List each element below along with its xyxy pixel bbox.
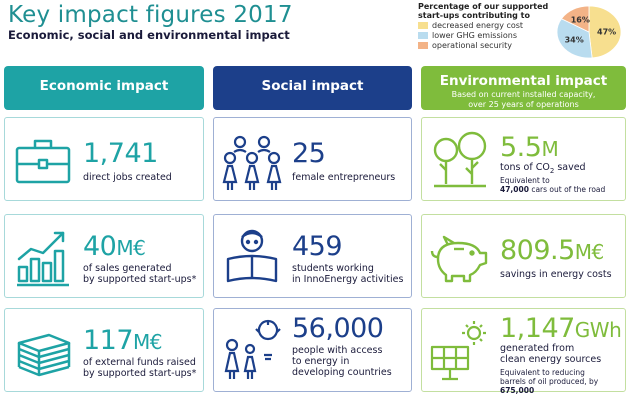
legend-swatch [418, 22, 428, 29]
economic-impact-header: Economic impact [4, 66, 204, 110]
sales-value: 40M€ [83, 231, 146, 262]
environmental-impact-title: Environmental impact [439, 73, 608, 89]
legend-item: operational security [418, 41, 558, 50]
energy-access-description-line3: developing countries [292, 367, 392, 378]
students-description-line2: in InnoEnergy activities [292, 274, 404, 285]
funds-description-line1: of external funds raised [83, 357, 196, 368]
women-group-icon [222, 135, 282, 190]
environmental-impact-header: Environmental impact Based on current in… [421, 66, 626, 110]
clean-energy-note-line1: Equivalent to reducing [500, 368, 585, 377]
students-value: 459 [292, 231, 343, 262]
clean-energy-description-line2: clean energy sources [500, 354, 602, 365]
pie-chart: 47% 34% 16% [556, 5, 622, 59]
clean-energy-card: 1,147GWh generated from clean energy sou… [421, 308, 626, 395]
funds-value: 117M€ [83, 325, 163, 356]
legend-title-line1: Percentage of our supported [418, 2, 549, 11]
sales-description-line2: by supported start-ups* [83, 274, 197, 285]
pie-slice [556, 18, 593, 59]
piggy-bank-icon [430, 235, 488, 283]
savings-value: 809.5M€ [500, 235, 604, 266]
funds-description-line2: by supported start-ups* [83, 368, 197, 379]
legend-title-line2: start-ups contributing to [418, 11, 531, 20]
economic-impact-title: Economic impact [39, 78, 169, 94]
money-stack-icon [17, 333, 71, 377]
clean-energy-value: 1,147GWh [500, 313, 622, 344]
legend-label: operational security [432, 41, 513, 50]
funds-card: 117M€ of external funds raised by suppor… [4, 308, 204, 392]
jobs-description: direct jobs created [83, 172, 172, 183]
energy-access-description-line2: to energy in [292, 356, 350, 367]
jobs-card: 1,741 direct jobs created [4, 117, 204, 201]
legend-label: decreased energy cost [432, 21, 524, 30]
legend-swatch [418, 42, 428, 49]
legend-label: lower GHG emissions [432, 31, 517, 40]
entrepreneurs-value: 25 [292, 138, 326, 169]
entrepreneurs-description: female entrepreneurs [292, 172, 396, 183]
clean-energy-description-line1: generated from [500, 343, 575, 354]
solar-panel-icon [430, 321, 486, 381]
entrepreneurs-card: 25 female entrepreneurs [213, 117, 412, 201]
page-title: Key impact figures 2017 [8, 2, 293, 28]
trees-icon [433, 131, 487, 188]
briefcase-icon [15, 139, 71, 184]
pie-slice [560, 5, 590, 33]
savings-description: savings in energy costs [500, 269, 612, 280]
pie-slice-label: 34% [565, 36, 584, 45]
social-impact-header: Social impact [213, 66, 412, 110]
clean-energy-note-line2: barrels of oil produced, by 675,000 [500, 377, 599, 395]
co2-note-line1: Equivalent to [500, 176, 550, 185]
co2-card: 5.5M tons of CO2 saved Equivalent to 47,… [421, 117, 626, 201]
savings-card: 809.5M€ savings in energy costs [421, 214, 626, 298]
jobs-value: 1,741 [83, 138, 158, 169]
pie-slice-label: 16% [571, 16, 590, 25]
energy-access-description-line1: people with access [292, 345, 383, 356]
pie-slice-label: 47% [597, 27, 616, 36]
social-impact-title: Social impact [261, 78, 364, 94]
students-card: 459 students working in InnoEnergy activ… [213, 214, 412, 298]
sales-card: 40M€ of sales generated by supported sta… [4, 214, 204, 298]
sales-description-line1: of sales generated [83, 263, 172, 274]
pie-slice [588, 5, 622, 59]
family-lightbulb-icon [224, 319, 281, 379]
bar-chart-icon [17, 231, 69, 287]
environmental-impact-note-line2: over 25 years of operations [468, 100, 579, 109]
environmental-impact-note-line1: Based on current installed capacity, [451, 90, 596, 99]
student-reading-icon [226, 229, 278, 283]
co2-value: 5.5M [500, 132, 559, 163]
co2-description: tons of CO2 saved [500, 162, 586, 175]
legend-swatch [418, 32, 428, 39]
pie-legend: Percentage of our supported start-ups co… [418, 2, 558, 50]
energy-access-value: 56,000 [292, 313, 384, 344]
legend-item: decreased energy cost [418, 21, 558, 30]
students-description-line1: students working [292, 263, 374, 274]
legend-item: lower GHG emissions [418, 31, 558, 40]
page-subtitle: Economic, social and environmental impac… [8, 28, 290, 42]
co2-note-line2: 47,000 cars out of the road [500, 185, 606, 194]
energy-access-card: 56,000 people with access to energy in d… [213, 308, 412, 392]
